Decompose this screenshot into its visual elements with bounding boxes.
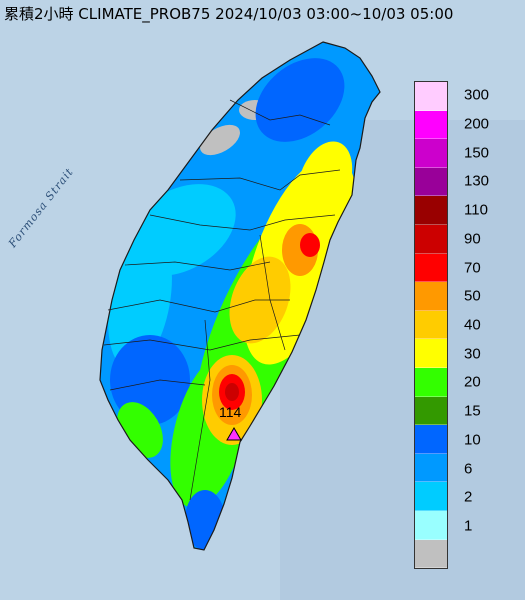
legend-label: 10	[464, 431, 481, 449]
legend-label: 1	[464, 517, 473, 535]
legend-swatch	[415, 139, 447, 168]
taiwan-outline	[99, 41, 381, 551]
legend-swatch	[415, 110, 447, 140]
legend-swatch	[415, 167, 447, 197]
legend-label: 2	[464, 488, 473, 506]
legend-label: 15	[464, 402, 481, 420]
legend-swatch	[415, 396, 447, 426]
legend-labels: 300 200 150 130 110 90 70 50 40 30 20 15 10 6 2 1	[458, 81, 518, 569]
legend-swatch	[415, 510, 447, 540]
legend-label: 20	[464, 373, 481, 391]
rain-area-light	[108, 230, 172, 370]
rain-area-70	[300, 233, 320, 257]
max-value-label: 114	[219, 404, 242, 420]
legend-label: 90	[464, 230, 481, 248]
rain-area-moderate	[255, 58, 345, 142]
rain-area-30	[297, 141, 353, 219]
legend-label: 50	[464, 287, 481, 305]
legend-swatch	[415, 82, 447, 111]
color-legend	[414, 81, 448, 569]
legend-label: 40	[464, 316, 481, 334]
legend-swatch	[415, 539, 447, 569]
legend-swatch	[415, 482, 447, 511]
legend-label: 30	[464, 345, 481, 363]
legend-label: 130	[464, 172, 490, 190]
rain-area-90	[225, 383, 239, 401]
legend-label: 150	[464, 144, 490, 162]
legend-swatch	[415, 253, 447, 283]
legend-label: 6	[464, 460, 473, 478]
legend-swatch	[415, 196, 447, 225]
legend-label: 110	[464, 201, 488, 219]
legend-swatch	[415, 310, 447, 340]
max-rainfall-marker	[226, 427, 242, 441]
legend-swatch	[415, 282, 447, 311]
legend-swatch	[415, 224, 447, 254]
legend-label: 200	[464, 115, 490, 133]
legend-swatch	[415, 453, 447, 483]
county-boundaries	[103, 99, 341, 501]
legend-label: 300	[464, 86, 490, 104]
legend-swatch	[415, 339, 447, 368]
legend-label: 70	[464, 259, 481, 277]
legend-swatch	[415, 425, 447, 454]
legend-swatch	[415, 367, 447, 397]
map-title: 累積2小時 CLIMATE_PROB75 2024/10/03 03:00~10…	[4, 5, 454, 23]
